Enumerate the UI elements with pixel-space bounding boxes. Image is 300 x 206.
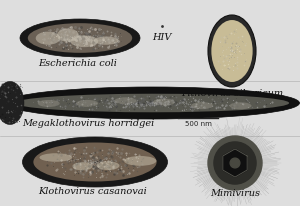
Text: Klothovirus casanovai: Klothovirus casanovai [39, 187, 147, 196]
Ellipse shape [230, 102, 251, 109]
Ellipse shape [4, 87, 299, 119]
Ellipse shape [72, 162, 93, 170]
Ellipse shape [22, 137, 167, 187]
Ellipse shape [208, 15, 256, 87]
Text: Escherichia coli: Escherichia coli [39, 59, 117, 68]
Ellipse shape [36, 32, 60, 45]
Ellipse shape [38, 100, 60, 107]
Ellipse shape [33, 143, 157, 181]
Ellipse shape [70, 35, 98, 47]
Text: Megaklothovirus horridgei: Megaklothovirus horridgei [22, 119, 154, 128]
Ellipse shape [20, 19, 140, 57]
Text: Pithovirus sibericum: Pithovirus sibericum [181, 89, 283, 98]
Ellipse shape [15, 94, 289, 112]
Text: HIV: HIV [152, 33, 172, 42]
Ellipse shape [153, 99, 175, 106]
Ellipse shape [124, 156, 157, 166]
Text: 500 nm: 500 nm [184, 121, 212, 127]
Ellipse shape [76, 100, 98, 107]
Ellipse shape [28, 23, 132, 53]
Ellipse shape [40, 153, 72, 162]
Ellipse shape [115, 97, 136, 104]
Ellipse shape [97, 161, 119, 170]
Circle shape [230, 158, 240, 168]
Ellipse shape [212, 20, 253, 82]
Circle shape [208, 136, 262, 190]
Ellipse shape [191, 102, 213, 109]
Ellipse shape [57, 28, 79, 42]
Polygon shape [223, 149, 247, 177]
Ellipse shape [0, 81, 24, 125]
Ellipse shape [94, 36, 119, 45]
Circle shape [214, 142, 256, 184]
Text: Mimivirus: Mimivirus [210, 189, 260, 198]
